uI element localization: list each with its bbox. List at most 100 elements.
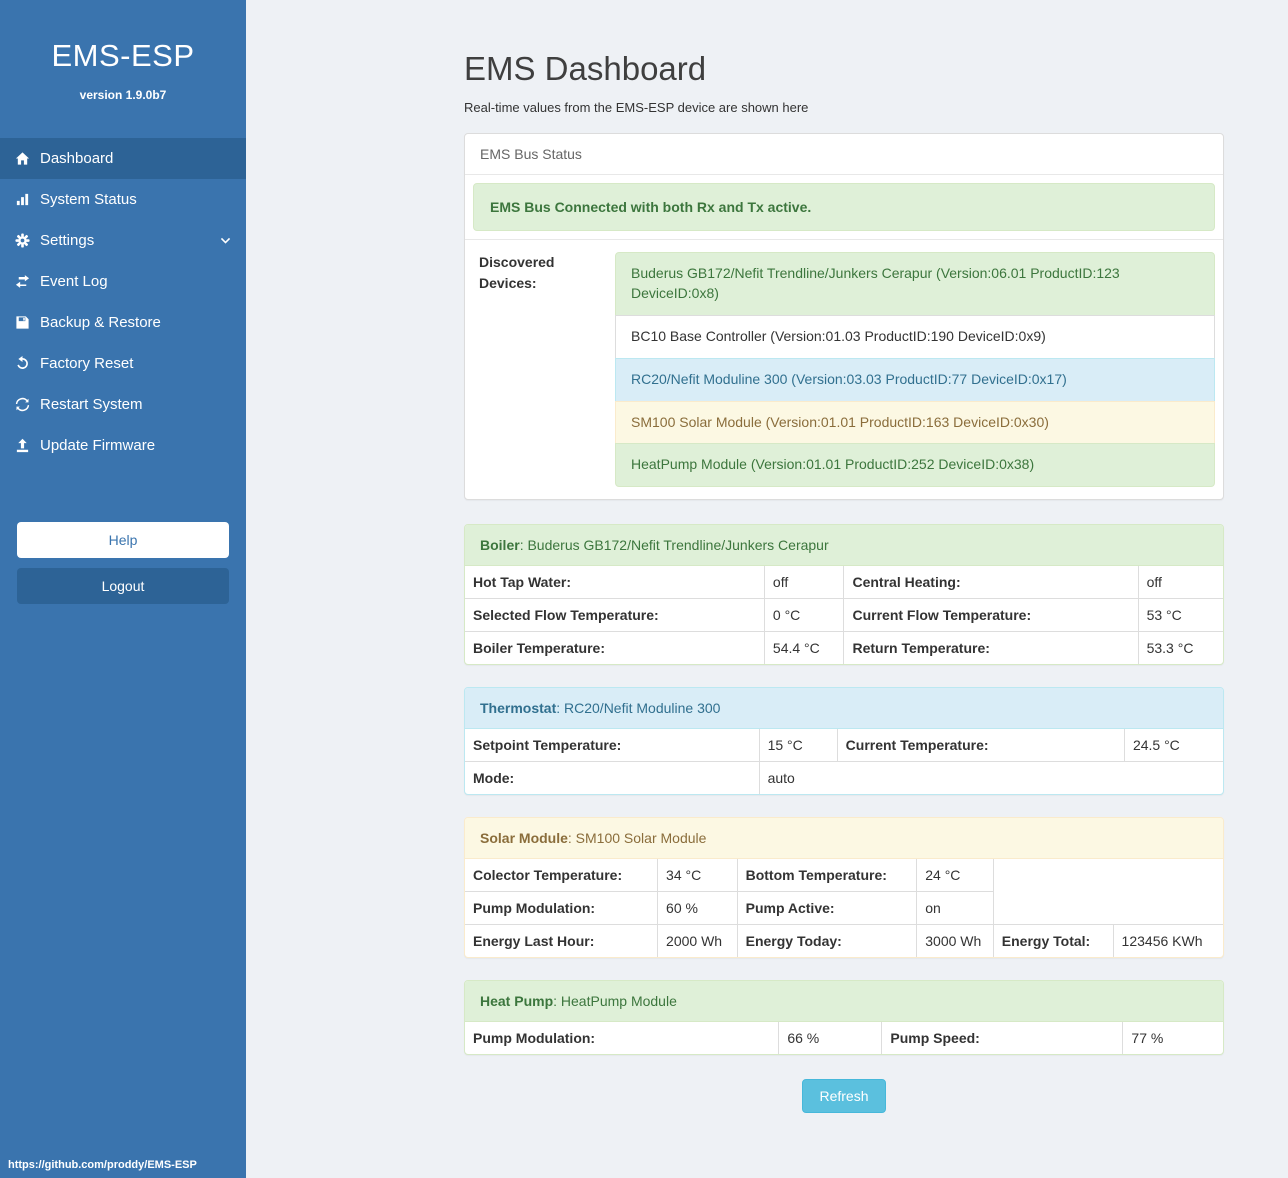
table-row: Selected Flow Temperature: 0 °C Current Fl… (464, 598, 1224, 633)
device-list-item: RC20/Nefit Moduline 300 (Version:03.03 P… (615, 357, 1215, 402)
sidebar-item-label: Settings (40, 232, 95, 249)
sidebar-item-label: Backup & Restore (40, 314, 161, 331)
boiler-panel-heading: Boiler: Buderus GB172/Nefit Trendline/Ju… (465, 525, 1223, 567)
cell-value: off (763, 565, 845, 600)
cell-label: Pump Modulation: (464, 891, 659, 926)
cell-label: Return Temperature: (843, 631, 1139, 665)
cell-label: Pump Active: (736, 891, 918, 926)
thermostat-panel: Thermostat: RC20/Nefit Moduline 300 Setpo… (464, 687, 1224, 796)
device-list: Buderus GB172/Nefit Trendline/Junkers Ce… (615, 252, 1215, 488)
device-panels: Boiler: Buderus GB172/Nefit Trendline/Ju… (464, 524, 1224, 1056)
solar-module-panel: Solar Module: SM100 Solar Module Colector… (464, 817, 1224, 959)
cell-value: off (1137, 565, 1224, 600)
cell-label: Setpoint Temperature: (464, 728, 760, 763)
table-row: Setpoint Temperature: 15 °C Current Temper… (464, 728, 1224, 763)
cell-value: auto (758, 761, 1224, 795)
discovered-devices-label: Discovered Devices: (479, 254, 555, 291)
event-log-icon (14, 274, 31, 290)
refresh-button[interactable]: Refresh (802, 1079, 886, 1114)
gear-icon (14, 233, 31, 249)
panel-title: Heat Pump (480, 993, 554, 1010)
cell-value: 66 % (778, 1021, 883, 1055)
factory-reset-icon (14, 356, 31, 372)
table-row: Colector Temperature: 34 °C Bottom Tempera… (464, 858, 1224, 926)
sidebar-item-label: Dashboard (40, 150, 114, 167)
bus-status-alert: EMS Bus Connected with both Rx and Tx ac… (473, 183, 1215, 231)
app-version: version 1.9.0b7 (79, 88, 167, 102)
sidebar-item-system-status[interactable]: System Status (0, 179, 246, 220)
table-row: Pump Modulation: 66 % Pump Speed: 77 % (464, 1021, 1224, 1055)
cell-value: 53 °C (1137, 598, 1224, 633)
cell-value: 2000 Wh (657, 924, 738, 958)
page-title: EMS Dashboard (464, 50, 707, 87)
ems-bus-status-panel: EMS Bus Status EMS Bus Connected with bo… (464, 133, 1224, 501)
device-list-item: SM100 Solar Module (Version:01.01 Produc… (615, 400, 1215, 445)
cell-value: 77 % (1122, 1021, 1224, 1055)
brand: EMS-ESP version 1.9.0b7 (0, 0, 246, 102)
cell-value: 3000 Wh (916, 924, 994, 958)
sidebar-item-update-firmware[interactable]: Update Firmware (0, 425, 246, 466)
cell-value: 60 % (657, 891, 738, 926)
sidebar-nav: Dashboard System Status Settings Event Log B… (0, 138, 246, 466)
thermostat-panel-heading: Thermostat: RC20/Nefit Moduline 300 (465, 688, 1223, 730)
sidebar-item-label: Update Firmware (40, 437, 156, 454)
cell-value: 0 °C (763, 598, 845, 633)
table-row: Energy Last Hour: 2000 Wh Energy Today: 300… (464, 924, 1224, 958)
cell-label: Central Heating: (843, 565, 1139, 600)
help-button[interactable]: Help (17, 522, 229, 558)
cell-label: Current Temperature: (836, 728, 1125, 763)
cell-value: 24 °C (916, 858, 994, 893)
cell-value: 53.3 °C (1137, 631, 1224, 665)
main-content: EMS Dashboard Real-time values from the … (246, 0, 1288, 1178)
panel-subtitle: : RC20/Nefit Moduline 300 (556, 700, 721, 717)
bus-panel-heading: EMS Bus Status (465, 134, 1223, 175)
sidebar: EMS-ESP version 1.9.0b7 Dashboard System … (0, 0, 246, 1178)
heat-pump-panel-heading: Heat Pump: HeatPump Module (465, 981, 1223, 1023)
cell-value: 123456 KWh (1112, 924, 1224, 958)
backup-icon (14, 315, 31, 331)
cell-label: Pump Speed: (881, 1021, 1124, 1055)
cell-label: Mode: (464, 761, 760, 795)
cell-label: Energy Today: (736, 924, 918, 958)
sidebar-buttons: Help Logout (0, 522, 246, 604)
cell-label: Boiler Temperature: (464, 631, 765, 665)
solar-module-panel-heading: Solar Module: SM100 Solar Module (465, 818, 1223, 860)
sidebar-item-label: Restart System (40, 396, 143, 413)
sidebar-item-label: System Status (40, 191, 137, 208)
app-title: EMS-ESP (51, 38, 195, 73)
panel-title: Boiler (480, 537, 520, 554)
sidebar-item-dashboard[interactable]: Dashboard (0, 138, 246, 179)
logout-button[interactable]: Logout (17, 568, 229, 604)
cell-label: Pump Modulation: (464, 1021, 780, 1055)
cell-label: Energy Total: (992, 924, 1114, 958)
cell-label: Bottom Temperature: (736, 858, 918, 893)
home-icon (14, 151, 31, 167)
boiler-panel: Boiler: Buderus GB172/Nefit Trendline/Ju… (464, 524, 1224, 666)
heat-pump-table: Pump Modulation: 66 % Pump Speed: 77 % (464, 1021, 1224, 1055)
cell-label: Hot Tap Water: (464, 565, 765, 600)
github-link[interactable]: https://github.com/proddy/EMS-ESP (8, 1159, 197, 1171)
page-subtitle: Real-time values from the EMS-ESP device… (464, 100, 809, 115)
solar-module-table: Colector Temperature: 34 °C Bottom Tempera… (464, 858, 1224, 958)
cell-value: on (916, 891, 994, 926)
cell-value: 34 °C (657, 858, 738, 893)
sidebar-item-backup-restore[interactable]: Backup & Restore (0, 302, 246, 343)
boiler-table: Hot Tap Water: off Central Heating: off Sele… (464, 565, 1224, 665)
cell-label: Colector Temperature: (464, 858, 659, 893)
sidebar-item-label: Factory Reset (40, 355, 134, 372)
sidebar-item-event-log[interactable]: Event Log (0, 261, 246, 302)
sidebar-item-factory-reset[interactable]: Factory Reset (0, 343, 246, 384)
sidebar-item-settings[interactable]: Settings (0, 220, 246, 261)
cell-label: Energy Last Hour: (464, 924, 659, 958)
bus-panel-body: EMS Bus Connected with both Rx and Tx ac… (465, 175, 1223, 239)
device-list-item: Buderus GB172/Nefit Trendline/Junkers Ce… (615, 252, 1215, 316)
table-row: Pump Modulation: 60 % Pump Active: on (464, 891, 1223, 926)
panel-subtitle: : HeatPump Module (553, 993, 677, 1010)
sidebar-item-restart-system[interactable]: Restart System (0, 384, 246, 425)
cell-value: 15 °C (758, 728, 838, 763)
panel-subtitle: : Buderus GB172/Nefit Trendline/Junkers … (519, 537, 829, 554)
sidebar-item-label: Event Log (40, 273, 108, 290)
thermostat-table: Setpoint Temperature: 15 °C Current Temper… (464, 728, 1224, 795)
cell-value (992, 858, 1224, 926)
